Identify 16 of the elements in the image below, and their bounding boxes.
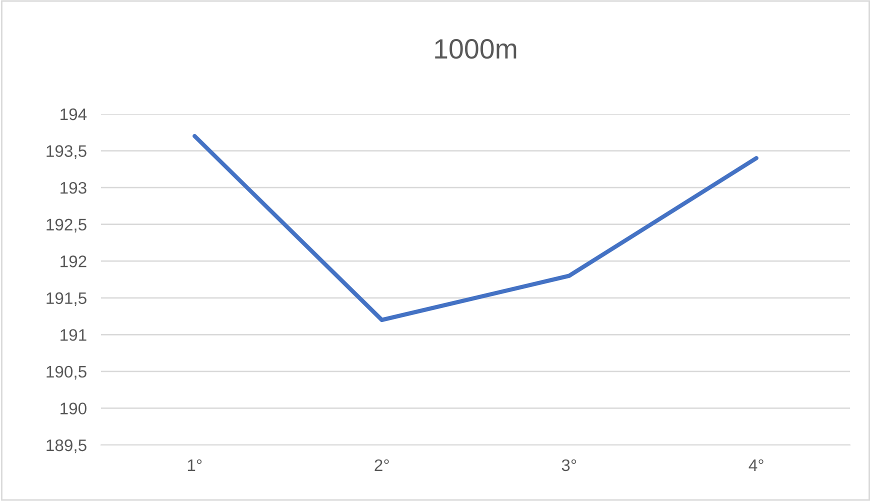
line-series <box>192 134 758 322</box>
y-tick-label: 192 <box>60 256 86 268</box>
y-tick-label: 190 <box>60 402 86 414</box>
chart-title: 1000m <box>435 39 516 59</box>
y-tick-label: 194 <box>60 108 87 120</box>
y-tick-label: 193 <box>60 182 86 194</box>
x-tick-label: 1° <box>188 459 202 471</box>
y-tick-label: 193,5 <box>46 145 86 159</box>
y-tick-label: 192,5 <box>46 218 86 233</box>
x-tick-label: 2° <box>374 459 389 471</box>
y-tick-label: 190,5 <box>46 366 86 380</box>
y-tick-label: 189,5 <box>46 439 86 454</box>
y-tick-label: 191 <box>60 329 86 341</box>
y-tick-label: 191,5 <box>46 292 86 306</box>
x-tick-label: 3° <box>562 459 576 472</box>
x-tick-label: 4° <box>748 459 764 471</box>
